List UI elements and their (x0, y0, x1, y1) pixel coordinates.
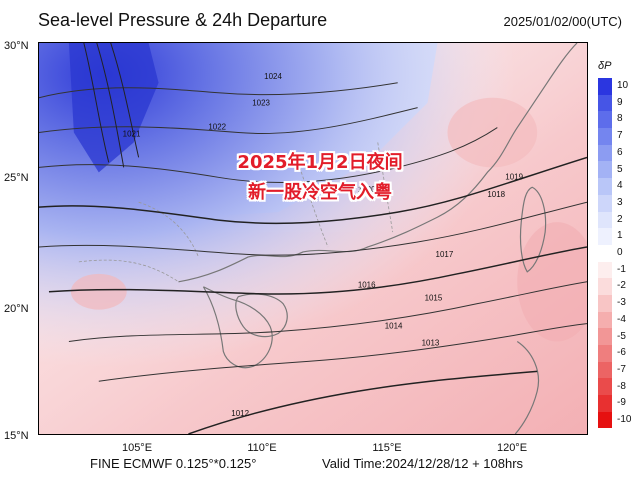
colorbar-level-label: 3 (617, 196, 623, 208)
colorbar-swatch (598, 378, 612, 396)
colorbar-swatch (598, 144, 612, 162)
colorbar-swatch (598, 278, 612, 295)
colorbar-level-label: -6 (617, 347, 626, 359)
model-label: FINE ECMWF 0.125°*0.125° (90, 456, 257, 471)
colorbar-title: δP (598, 60, 612, 72)
lon-tick-105: 105°E (121, 442, 153, 454)
isobar-label: 1023 (252, 99, 270, 108)
isobar-label: 1018 (487, 190, 505, 199)
isobar-label: 1013 (422, 338, 440, 347)
coastline-taiwan (519, 186, 547, 273)
isobar-1013 (98, 323, 587, 382)
colorbar-swatch (598, 244, 612, 262)
colorbar-level-label: 2 (617, 213, 623, 225)
isobar-1019 (39, 156, 587, 225)
colorbar-swatch (598, 261, 612, 279)
colorbar-level-label: -9 (617, 397, 626, 409)
isobar-cluster-core (83, 43, 140, 168)
colorbar-swatch (598, 78, 612, 95)
colorbar-swatch (598, 161, 612, 179)
isobar-label: 1015 (425, 294, 443, 303)
headline-cold-air: 新一股冷空气入粤 (248, 182, 392, 203)
colorbar-swatch (598, 211, 612, 229)
isobar-1012 (188, 370, 538, 434)
colorbar-swatch (598, 294, 612, 312)
headline-date: 2025年1月2日夜间 (237, 152, 403, 173)
colorbar-level-label: 8 (617, 113, 623, 125)
colorbar-swatch (598, 128, 612, 145)
coastline-hainan (235, 293, 288, 338)
warm-patch-west (70, 273, 127, 310)
forecast-datetime: 2025/01/02/00(UTC) (503, 14, 622, 29)
colorbar-swatch (598, 111, 612, 129)
isobar-1017 (39, 201, 587, 256)
lon-tick-115: 115°E (372, 442, 402, 454)
lat-tick-15: 15°N (4, 430, 29, 442)
colorbar-swatch (598, 311, 612, 329)
colorbar-swatch (598, 361, 612, 379)
colorbar-swatch (598, 411, 612, 429)
colorbar-swatch (598, 178, 612, 195)
colorbar-level-label: 9 (617, 96, 623, 108)
isobar-label: 1014 (385, 322, 403, 331)
colorbar-level-label: -5 (617, 330, 626, 342)
isobar-1020 (39, 127, 498, 183)
colorbar-level-label: 10 (617, 80, 629, 91)
warm-patch-taiwan (517, 222, 587, 342)
colorbar-level-label: -2 (617, 280, 626, 292)
coastline-luzon (514, 340, 539, 434)
chart-title: Sea-level Pressure & 24h Departure (38, 10, 328, 30)
colorbar-level-label: -1 (617, 263, 626, 275)
colorbar-level-label: 5 (617, 163, 623, 175)
isobar-label: 1012 (231, 409, 249, 418)
lat-tick-30: 30°N (4, 40, 29, 52)
colorbar-level-label: 0 (617, 247, 623, 258)
isobar-1016 (48, 246, 587, 295)
colorbar-level-label: -7 (617, 363, 626, 375)
colorbar-level-label: -10 (617, 414, 632, 425)
isobar-label: 1019 (505, 172, 523, 181)
isobar-label: 1016 (358, 281, 376, 290)
pressure-map: 1024 1023 1022 1021 1020 1019 1018 1017 … (38, 42, 588, 435)
colorbar-level-label: -8 (617, 380, 626, 392)
lat-tick-25: 25°N (4, 172, 29, 184)
colorbar-level-label: -3 (617, 297, 626, 309)
isobar-label: 1020 (358, 185, 376, 194)
isobar-label: 1017 (436, 250, 454, 259)
isobar-1024 (39, 82, 398, 99)
lat-tick-20: 20°N (4, 303, 29, 315)
colorbar-level-label: -4 (617, 313, 626, 325)
lon-tick-110: 110°E (247, 442, 277, 454)
colorbar-swatch (598, 395, 612, 412)
colorbar (598, 78, 612, 429)
colorbar-level-label: 6 (617, 146, 623, 158)
isobar-label: 1021 (123, 130, 141, 139)
lon-tick-120: 120°E (496, 442, 528, 454)
colorbar-swatch (598, 94, 612, 112)
isobar-1014 (68, 281, 587, 342)
warm-patch-east (447, 97, 538, 168)
colorbar-swatch (598, 194, 612, 212)
isobar-label: 1022 (208, 123, 226, 132)
map-canvas: 1024 1023 1022 1021 1020 1019 1018 1017 … (39, 43, 587, 434)
colorbar-swatch (598, 228, 612, 245)
valid-time-label: Valid Time:2024/12/28/12 + 108hrs (322, 456, 524, 471)
colorbar-level-label: 4 (617, 180, 623, 192)
colorbar-swatch (598, 328, 612, 345)
coastline-hainan-gulf (202, 286, 273, 369)
colorbar-swatch (598, 345, 612, 362)
isobar-label: 1024 (264, 72, 282, 81)
colorbar-level-label: 1 (617, 230, 623, 242)
colorbar-level-label: 7 (617, 130, 623, 142)
